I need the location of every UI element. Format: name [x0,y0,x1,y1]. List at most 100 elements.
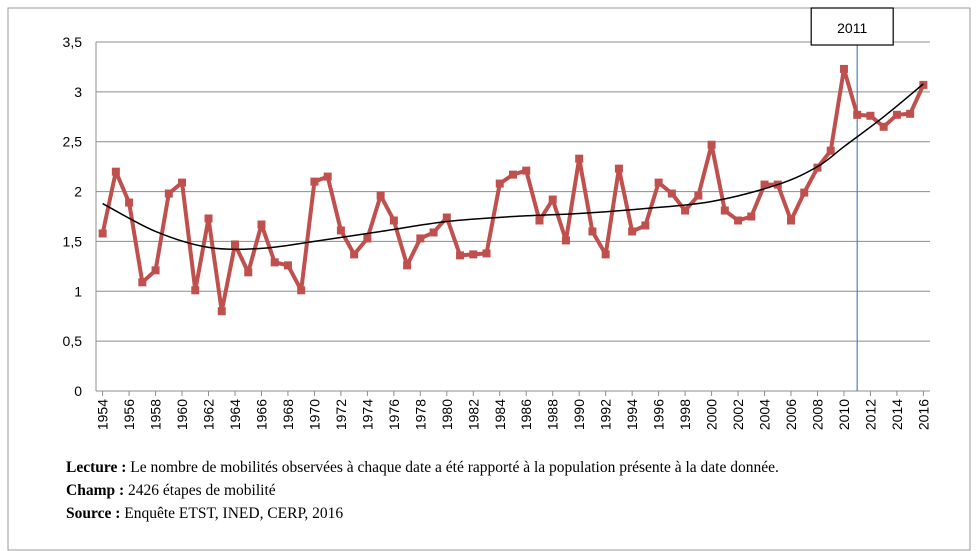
point [191,286,200,295]
x-tick-label: 1996 [651,399,667,430]
x-tick-label: 1970 [306,399,322,430]
x-tick-label: 2012 [862,399,878,430]
point [826,146,835,155]
point [641,221,650,230]
x-tick-label: 1980 [439,399,455,430]
x-tick-label: 1994 [624,399,640,430]
annotation-label: 2011 [837,20,867,36]
point [469,250,478,259]
y-tick-label: 1,5 [63,233,83,249]
y-tick-label: 0,5 [63,333,83,349]
chart-border [7,7,971,551]
point [336,226,345,235]
x-tick-label: 2000 [704,399,720,430]
point [283,261,292,270]
point [495,179,504,188]
point [906,109,915,118]
annotation-box [810,7,894,46]
x-tick-label: 1960 [174,399,190,430]
point [217,307,226,316]
point [760,180,769,189]
point [363,234,372,243]
x-tick-label: 1974 [359,399,375,430]
point [853,110,862,119]
point [429,228,438,237]
point [323,172,332,181]
x-tick-label: 1964 [227,399,243,430]
note-label: Source : [66,505,121,522]
x-tick-label: 1978 [412,399,428,430]
point [270,258,279,267]
point [98,229,107,238]
x-tick-label: 2004 [757,399,773,430]
point [548,195,557,204]
point [138,278,147,287]
x-tick-label: 1998 [677,399,693,430]
x-tick-label: 1982 [465,399,481,430]
trend-line [102,83,924,251]
point [244,268,253,277]
x-tick-label: 2016 [915,399,931,430]
point [389,216,398,225]
point [416,234,425,243]
point [787,216,795,225]
x-tick-label: 2010 [836,399,852,430]
point [509,170,517,179]
point [178,178,187,187]
x-tick-label: 1976 [386,399,402,430]
y-tick-label: 1 [74,283,82,299]
point [257,220,266,229]
point [747,212,756,221]
point [667,189,676,198]
x-tick-label: 1992 [598,399,614,430]
point [350,250,359,259]
point [164,189,173,198]
note-text: 2426 étapes de mobilité [128,482,276,499]
x-tick-label: 2006 [783,399,799,430]
note-label: Lecture : [66,459,127,476]
point [892,110,901,119]
point [403,261,412,270]
point [588,227,597,236]
point [601,250,610,259]
point [839,64,848,73]
point [800,188,809,197]
note: Lecture : Le nombre de mobilités observé… [66,456,966,479]
point [376,191,385,200]
note-text: Le nombre de mobilités observées à chaqu… [130,459,779,476]
x-tick-label: 1956 [121,399,137,430]
point [456,251,465,260]
x-tick-label: 2014 [889,399,905,430]
x-tick-label: 1972 [333,399,349,430]
point [654,178,663,187]
x-tick-label: 1962 [201,399,217,430]
note: Champ : 2426 étapes de mobilité [66,479,966,502]
point [125,198,134,207]
point [204,214,213,223]
point [535,216,544,225]
point [681,206,690,215]
note-text: Enquête ETST, INED, CERP, 2016 [124,505,344,522]
x-tick-label: 1984 [492,399,508,430]
x-tick-label: 1966 [253,399,269,430]
point [866,111,875,120]
y-tick-label: 3 [74,84,82,100]
point [151,266,160,275]
point [707,140,716,149]
point [694,191,703,200]
point [919,80,928,89]
x-tick-label: 1986 [518,399,534,430]
x-tick-label: 2008 [809,399,825,430]
point [734,216,743,225]
point [310,177,319,186]
point [297,286,306,295]
x-tick-label: 1954 [95,399,111,430]
y-tick-label: 0 [74,383,82,399]
notes: Lecture : Le nombre de mobilités observé… [66,456,966,525]
x-tick-label: 1968 [280,399,296,430]
point [628,227,637,236]
x-tick-label: 1958 [148,399,164,430]
note-label: Champ : [66,482,125,499]
